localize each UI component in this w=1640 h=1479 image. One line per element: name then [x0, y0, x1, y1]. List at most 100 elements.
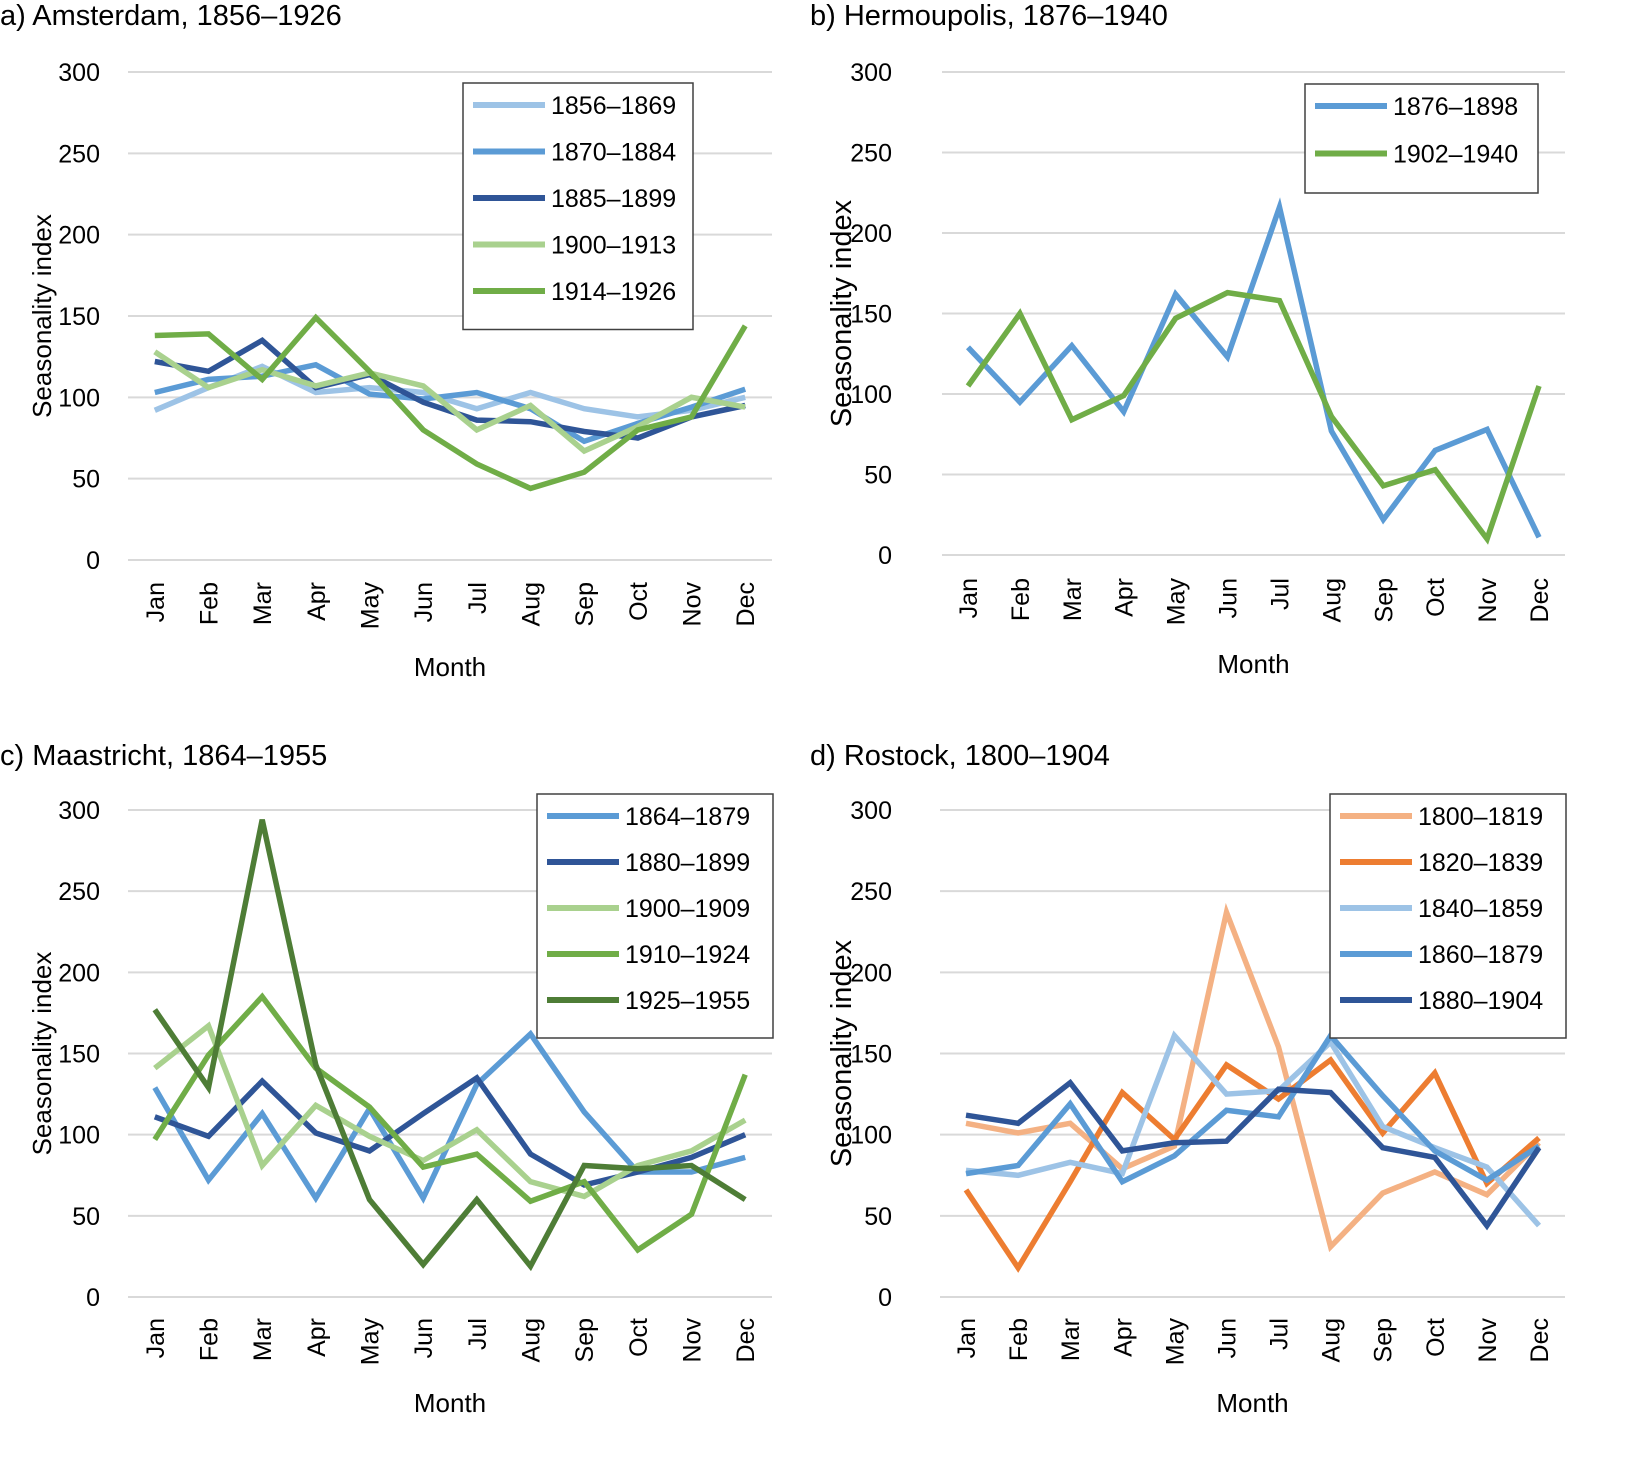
panel-c-maastricht: c) Maastricht, 1864–1955 0 50 100 150 200 250… [0, 740, 820, 1479]
panel-d-rostock: d) Rostock, 1800–1904 0 50 100 150 200 250 300… [810, 740, 1640, 1479]
series-line [965, 289, 1542, 545]
y-tick-label: 300 [850, 59, 892, 87]
line-chart-hermoupolis: 0 50 100 150 200 250 300 Jan Feb Mar Apr May Jun Jul A… [826, 59, 1565, 679]
legend-label: 1914–1926 [551, 278, 676, 306]
legend-label: 1910–1924 [625, 941, 750, 969]
y-tick-label: 0 [878, 542, 892, 570]
x-axis-title: Month [1217, 649, 1289, 679]
x-tick-label: May [357, 582, 385, 630]
x-tick-label: Jul [1266, 578, 1294, 610]
x-axis-title: Month [414, 1388, 486, 1418]
x-tick-label: Dec [732, 582, 760, 626]
x-tick-label: May [1163, 578, 1191, 626]
y-tick-label: 150 [850, 301, 892, 329]
legend-label: 1885–1899 [551, 185, 676, 213]
y-tick-label: 0 [86, 1284, 100, 1312]
legend-label: 1900–1913 [551, 232, 676, 260]
legend-label: 1925–1955 [625, 987, 750, 1015]
legend-label: 1876–1898 [1393, 93, 1518, 121]
line-chart-rostock: 0 50 100 150 200 250 300 Jan Feb Mar Apr May Jun Jul A… [826, 793, 1567, 1418]
series-line [153, 1021, 747, 1200]
y-tick-label: 250 [58, 878, 100, 906]
legend-label: 1880–1899 [625, 849, 750, 877]
line-chart-maastricht: 0 50 100 150 200 250 300 Jan Feb Mar Apr May Jun Jul A… [27, 793, 774, 1418]
x-tick-label: Dec [1526, 1318, 1554, 1362]
y-axis-title: Seasonality index [27, 214, 57, 418]
x-tick-label: May [357, 1318, 385, 1366]
y-axis-title: Seasonality index [826, 199, 858, 427]
y-tick-label: 250 [850, 140, 892, 168]
y-tick-label: 0 [86, 547, 100, 575]
y-tick-label: 100 [850, 381, 892, 409]
legend-label: 1860–1879 [1418, 941, 1543, 969]
x-tick-label: Aug [1318, 578, 1346, 622]
line-chart-amsterdam: 0 50 100 150 200 250 300 Jan Feb Mar Apr May Jun Jul A… [27, 59, 772, 682]
y-tick-label: 50 [72, 466, 100, 494]
x-tick-label: Jul [1266, 1318, 1294, 1350]
x-tick-label: Jan [142, 582, 170, 622]
legend: 1864–1879 1880–1899 1900–1909 1910–1924 1925… [536, 793, 774, 1039]
y-tick-label: 250 [850, 878, 892, 906]
x-tick-label: Oct [1422, 578, 1450, 617]
y-tick-label: 0 [878, 1284, 892, 1312]
x-tick-label: Jul [464, 582, 492, 614]
x-axis-title: Month [414, 652, 486, 682]
legend-label: 1840–1859 [1418, 895, 1543, 923]
y-tick-label: 150 [850, 1041, 892, 1069]
y-tick-label: 50 [72, 1203, 100, 1231]
x-tick-label: Jul [464, 1318, 492, 1350]
series-line [152, 992, 748, 1254]
series-line [965, 1030, 1542, 1228]
y-tick-label: 50 [864, 462, 892, 490]
x-tick-label: May [1161, 1318, 1189, 1366]
x-tick-label: Feb [196, 582, 224, 625]
x-tick-label: Feb [1005, 1318, 1033, 1361]
x-tick-label: Mar [1059, 578, 1087, 621]
x-tick-label: Nov [1474, 1318, 1502, 1363]
y-tick-label: 100 [58, 384, 100, 412]
y-tick-label: 50 [864, 1203, 892, 1231]
legend-box [1304, 83, 1539, 194]
series-line [154, 313, 748, 492]
x-tick-label: Jun [410, 582, 438, 622]
x-tick-label: Apr [1111, 578, 1139, 617]
x-tick-label: Jun [1213, 1318, 1241, 1358]
chart-title: b) Hermoupolis, 1876–1940 [810, 0, 1168, 32]
y-tick-label: 300 [58, 797, 100, 825]
legend-label: 1800–1819 [1418, 803, 1543, 831]
x-tick-label: Apr [303, 582, 331, 621]
x-tick-label: Apr [303, 1318, 331, 1357]
legend-label: 1820–1839 [1418, 849, 1543, 877]
x-tick-label: Mar [249, 1318, 277, 1361]
series-line [966, 197, 1542, 539]
x-axis-title: Month [1216, 1388, 1288, 1418]
y-tick-label: 200 [58, 222, 100, 250]
x-tick-label: Sep [571, 1318, 599, 1362]
y-tick-label: 150 [58, 303, 100, 331]
x-tick-label: Mar [249, 582, 277, 625]
x-tick-label: Oct [625, 582, 653, 621]
x-tick-label: Sep [571, 582, 599, 626]
legend-label: 1900–1909 [625, 895, 750, 923]
y-axis-title: Seasonality index [27, 952, 57, 1156]
y-tick-label: 100 [850, 1122, 892, 1150]
chart-title: d) Rostock, 1800–1904 [810, 740, 1110, 772]
series-line [965, 902, 1541, 1253]
legend: 1800–1819 1820–1839 1840–1859 1860–1879 1880… [1329, 793, 1567, 1039]
series-line [965, 1078, 1542, 1231]
x-tick-label: Sep [1370, 578, 1398, 622]
gridlines [942, 71, 1565, 556]
x-tick-label: Jan [953, 1318, 981, 1358]
panel-a-amsterdam: a) Amsterdam, 1856–1926 0 50 100 150 200 250 3… [0, 0, 820, 740]
y-tick-label: 250 [58, 140, 100, 168]
x-tick-label: Nov [679, 1318, 707, 1363]
y-tick-label: 100 [58, 1122, 100, 1150]
x-tick-label: Aug [1318, 1318, 1346, 1362]
x-tick-label: Feb [196, 1318, 224, 1361]
legend-label: 1880–1904 [1418, 987, 1543, 1015]
chart-title: a) Amsterdam, 1856–1926 [0, 0, 342, 32]
series-line [152, 819, 747, 1272]
y-tick-label: 150 [58, 1041, 100, 1069]
y-tick-label: 200 [850, 959, 892, 987]
x-tick-label: Aug [518, 582, 546, 626]
